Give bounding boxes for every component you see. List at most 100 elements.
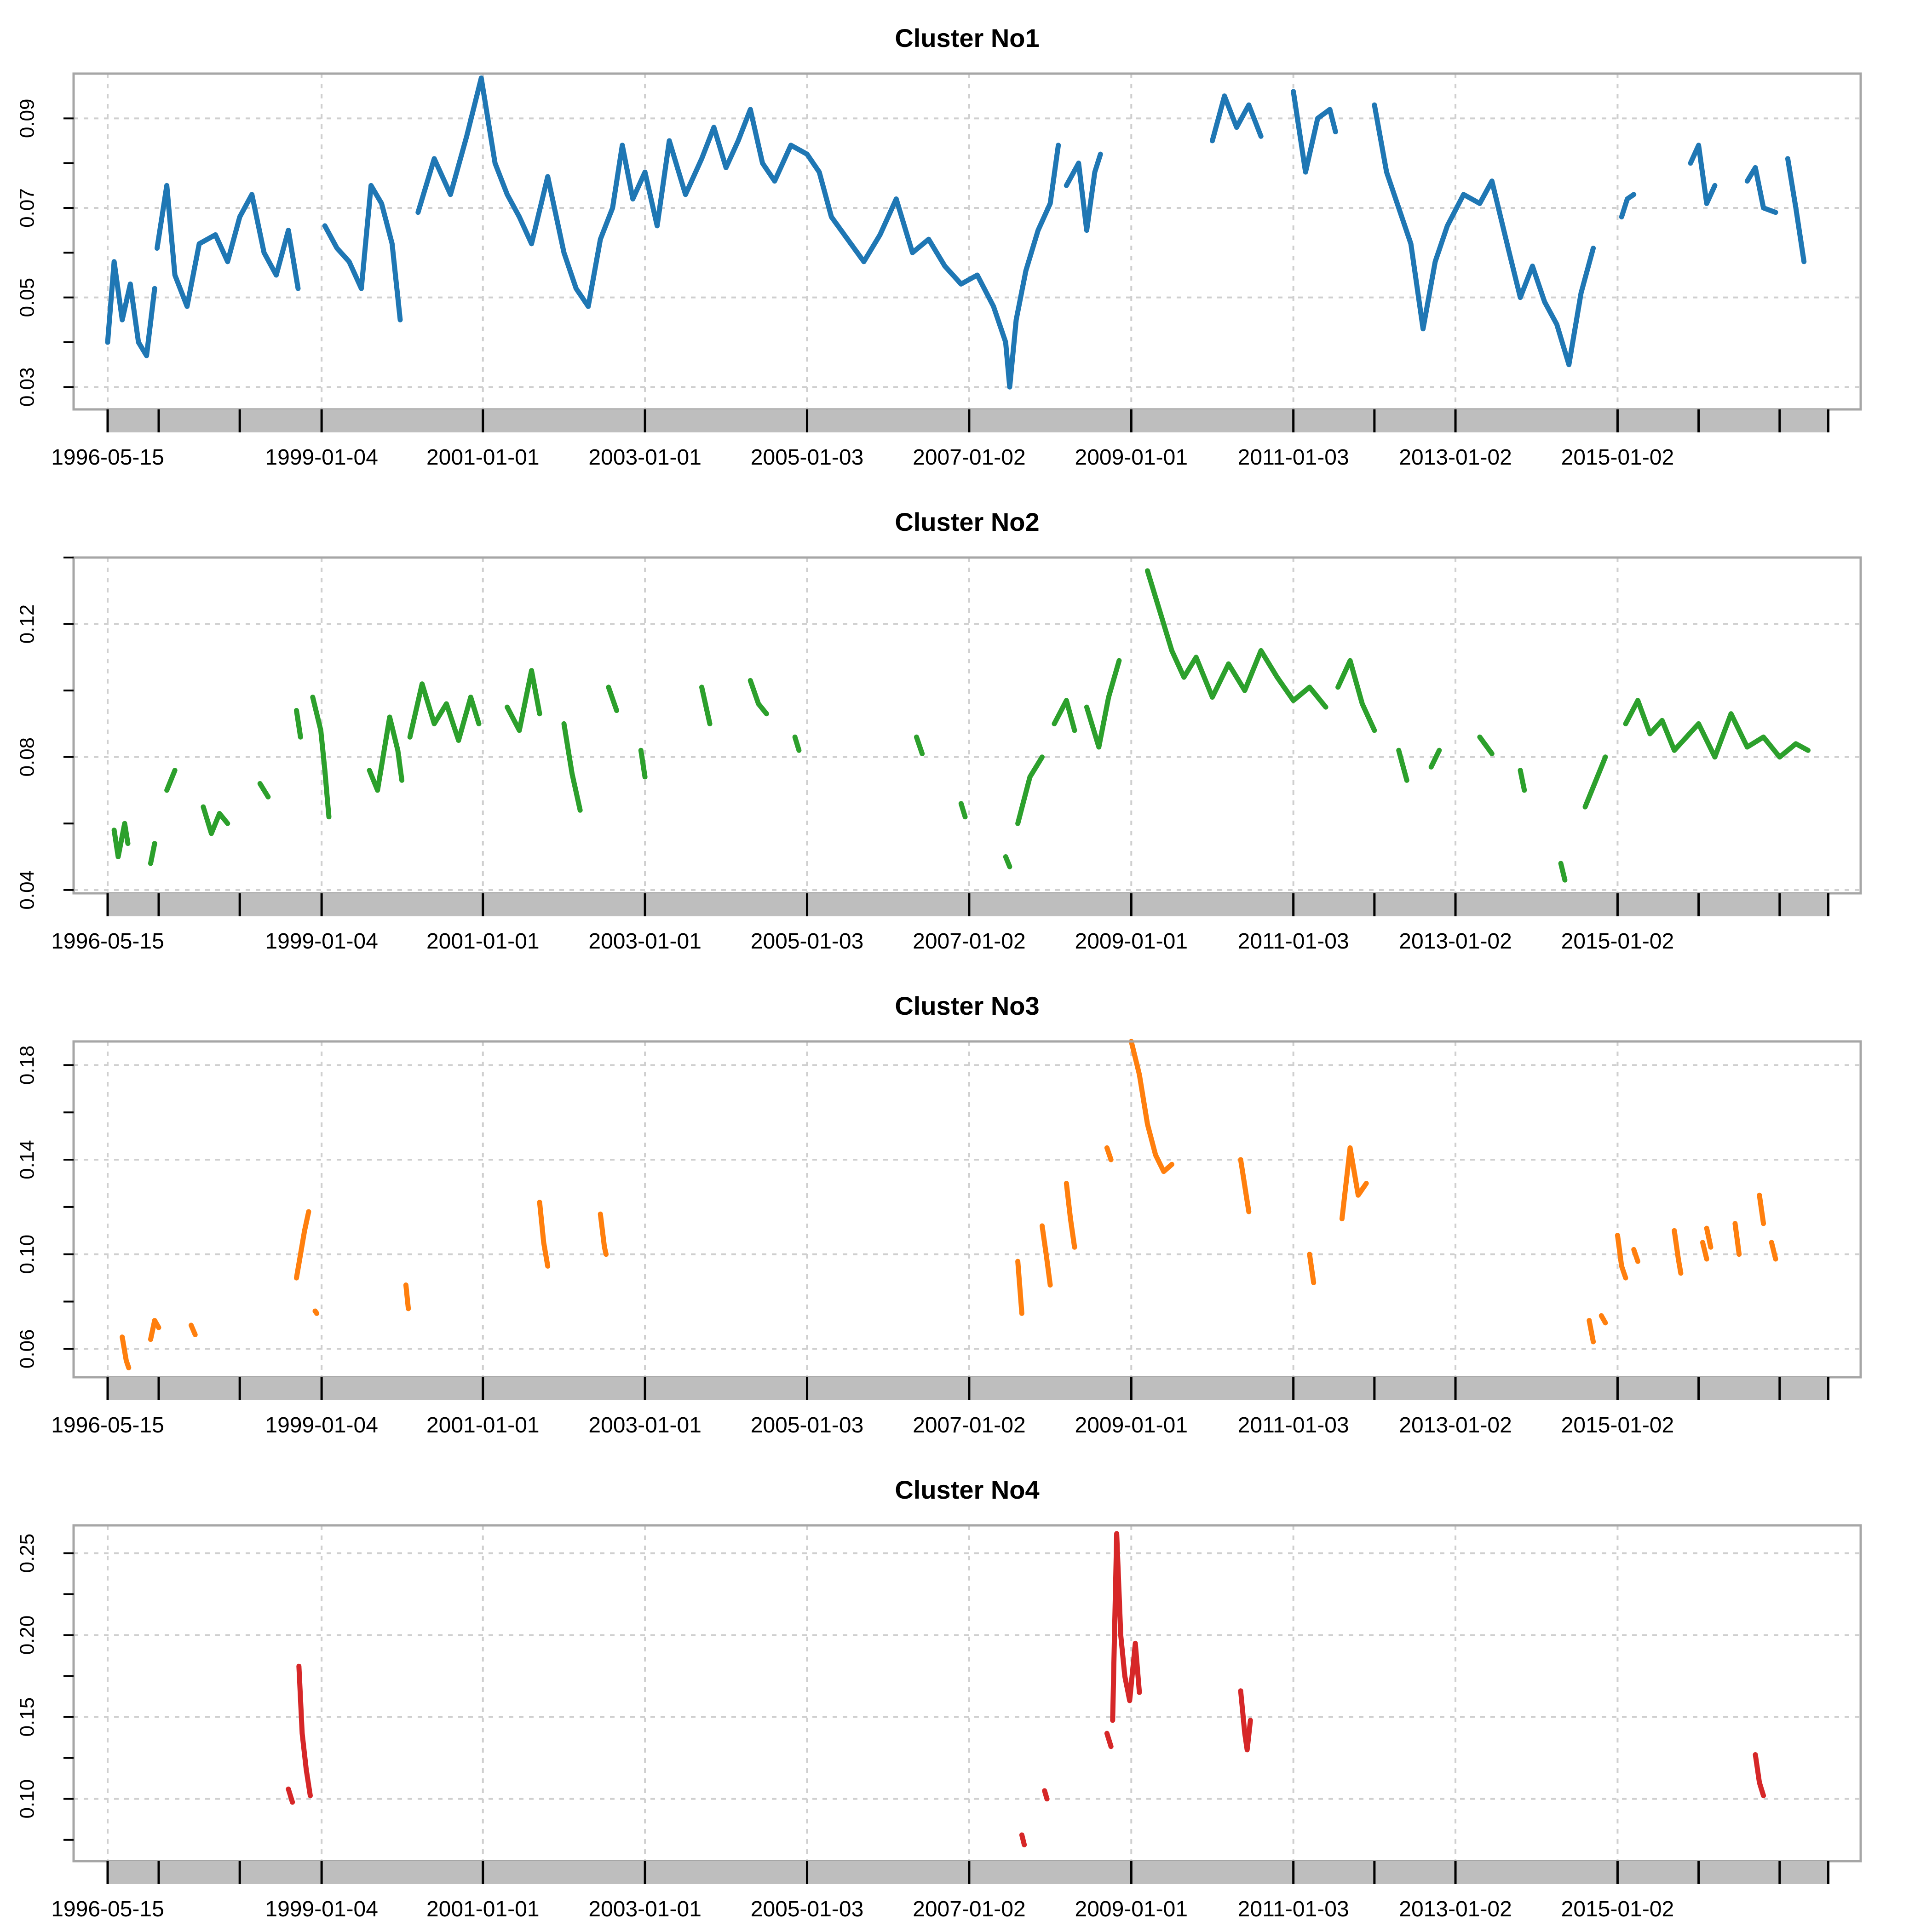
series-line-segment-10 bbox=[1040, 1223, 1053, 1288]
series-line-segment-2 bbox=[296, 1663, 313, 1799]
y-tick-label: 0.14 bbox=[16, 1140, 39, 1179]
time-axis-band bbox=[108, 1377, 1828, 1400]
x-tick-label: 2005-01-03 bbox=[751, 1413, 864, 1438]
x-tick-label: 1999-01-04 bbox=[265, 1897, 378, 1921]
x-tick-label: 2015-01-02 bbox=[1561, 1413, 1674, 1438]
series-line-segment-13 bbox=[638, 748, 648, 780]
x-tick-label: 2001-01-01 bbox=[426, 1897, 540, 1921]
series-line-segment-13 bbox=[1128, 1039, 1174, 1174]
x-tick-label: 2009-01-01 bbox=[1075, 1897, 1188, 1921]
series-line-segment-18 bbox=[1598, 1313, 1608, 1326]
series-line-segment-5 bbox=[257, 781, 271, 799]
series-line-segment-14 bbox=[1238, 1157, 1252, 1214]
x-tick-label: 2013-01-02 bbox=[1399, 1413, 1512, 1438]
series-line-segment-30 bbox=[1582, 754, 1608, 810]
series-line-segment-16 bbox=[1339, 1145, 1369, 1222]
chart-title: Cluster No4 bbox=[895, 1475, 1039, 1504]
series-line-segment-29 bbox=[1558, 861, 1568, 883]
series-line-segment-7 bbox=[537, 1200, 551, 1269]
y-tick-label: 0.06 bbox=[16, 1329, 39, 1368]
series-line-segment-15 bbox=[1307, 1252, 1317, 1285]
y-tick-label: 0.08 bbox=[16, 737, 39, 777]
series-line-segment-6 bbox=[1210, 93, 1264, 144]
chart-title: Cluster No2 bbox=[895, 507, 1039, 536]
x-tick-label: 2009-01-01 bbox=[1075, 1413, 1188, 1438]
y-tick-label: 0.10 bbox=[16, 1779, 39, 1819]
series-line-segment-14 bbox=[699, 684, 713, 726]
x-tick-label: 1996-05-15 bbox=[51, 1897, 164, 1921]
series-line-segment-24 bbox=[1732, 1221, 1742, 1257]
series-line-segment-31 bbox=[1623, 698, 1811, 760]
y-tick-label: 0.12 bbox=[16, 604, 39, 644]
series-line-segment-11 bbox=[1744, 165, 1778, 215]
series-line-segment-11 bbox=[561, 721, 583, 813]
series-line-segment-15 bbox=[748, 678, 769, 717]
series-line-segment-11 bbox=[1064, 1181, 1077, 1250]
series-line-segment-6 bbox=[403, 1282, 411, 1311]
series-line-segment-5 bbox=[1064, 151, 1103, 233]
y-tick-label: 0.20 bbox=[16, 1616, 39, 1655]
y-tick-label: 0.25 bbox=[16, 1534, 39, 1573]
series-line-segment-12 bbox=[1104, 1145, 1114, 1162]
x-tick-label: 2009-01-01 bbox=[1075, 929, 1188, 954]
x-tick-label: 2003-01-01 bbox=[588, 1897, 702, 1921]
series-line-segment-20 bbox=[1631, 1247, 1640, 1264]
series-line-segment-27 bbox=[1477, 734, 1495, 756]
x-tick-label: 2011-01-03 bbox=[1238, 929, 1349, 954]
x-tick-label: 2009-01-01 bbox=[1075, 445, 1188, 470]
series-line-segment-4 bbox=[1042, 1788, 1050, 1802]
x-tick-label: 2015-01-02 bbox=[1561, 1897, 1674, 1921]
series-line-segment-9 bbox=[1619, 192, 1637, 219]
x-tick-label: 1996-05-15 bbox=[51, 1413, 164, 1438]
series-line-segment-19 bbox=[1615, 1233, 1628, 1281]
chart-panel-3: Cluster No3 1996-05-15 1999-01-04 2001-01-0… bbox=[16, 991, 1862, 1438]
x-tick-label: 2013-01-02 bbox=[1399, 1897, 1512, 1921]
x-tick-label: 2005-01-03 bbox=[751, 1897, 864, 1921]
series-line-segment-3 bbox=[322, 183, 403, 322]
series-line-segment-3 bbox=[1019, 1832, 1027, 1847]
series-line-segment-1 bbox=[105, 259, 157, 358]
series-line-segment-16 bbox=[792, 734, 802, 753]
series-line-segment-12 bbox=[1785, 156, 1807, 264]
series-line-segment-6 bbox=[294, 708, 303, 740]
x-tick-label: 1999-01-04 bbox=[265, 1413, 378, 1438]
x-tick-label: 2015-01-02 bbox=[1561, 445, 1674, 470]
series-line-segment-21 bbox=[1052, 698, 1077, 733]
x-tick-label: 1999-01-04 bbox=[265, 445, 378, 470]
chart-panel-4: Cluster No4 1996-05-15 1999-01-04 2001-01-0… bbox=[16, 1475, 1862, 1921]
y-tick-label: 0.05 bbox=[16, 278, 39, 317]
x-tick-label: 1996-05-15 bbox=[51, 445, 164, 470]
series-line-segment-1 bbox=[286, 1786, 295, 1805]
chart-panel-2: Cluster No2 1996-05-15 1999-01-04 2001-01-0… bbox=[16, 507, 1862, 954]
series-line-segment-5 bbox=[1104, 1731, 1114, 1749]
x-tick-label: 1999-01-04 bbox=[265, 929, 378, 954]
series-line-segment-8 bbox=[598, 1211, 609, 1257]
x-tick-label: 2011-01-03 bbox=[1238, 1413, 1349, 1438]
plot-frame bbox=[72, 556, 1862, 895]
time-axis-band bbox=[108, 1861, 1828, 1884]
plot-frame bbox=[72, 1524, 1862, 1863]
x-tick-label: 2003-01-01 bbox=[588, 1413, 702, 1438]
x-tick-label: 2003-01-01 bbox=[588, 929, 702, 954]
series-line-segment-18 bbox=[958, 801, 968, 820]
x-tick-label: 2011-01-03 bbox=[1238, 445, 1349, 470]
series-line-segment-2 bbox=[148, 841, 157, 866]
x-tick-label: 2007-01-02 bbox=[913, 929, 1026, 954]
series-line-segment-19 bbox=[1003, 854, 1012, 869]
series-line-segment-7 bbox=[1238, 1688, 1253, 1753]
x-tick-label: 2013-01-02 bbox=[1399, 929, 1512, 954]
series-line-segment-4 bbox=[415, 75, 1061, 390]
x-tick-label: 2005-01-03 bbox=[751, 929, 864, 954]
x-tick-label: 2007-01-02 bbox=[913, 1897, 1026, 1921]
series-line-segment-10 bbox=[1688, 143, 1718, 206]
series-line-segment-28 bbox=[1518, 768, 1527, 793]
series-line-segment-1 bbox=[120, 1334, 132, 1370]
x-tick-label: 2007-01-02 bbox=[913, 1413, 1026, 1438]
plot-frame bbox=[72, 72, 1862, 411]
series-line-segment-26 bbox=[1769, 1240, 1778, 1262]
series-line-segment-7 bbox=[310, 695, 332, 820]
x-tick-label: 2015-01-02 bbox=[1561, 929, 1674, 954]
y-tick-label: 0.09 bbox=[16, 99, 39, 138]
chart-panel-1: Cluster No1 1996-05-15 1999-01-04 2001-01-0… bbox=[16, 23, 1862, 470]
